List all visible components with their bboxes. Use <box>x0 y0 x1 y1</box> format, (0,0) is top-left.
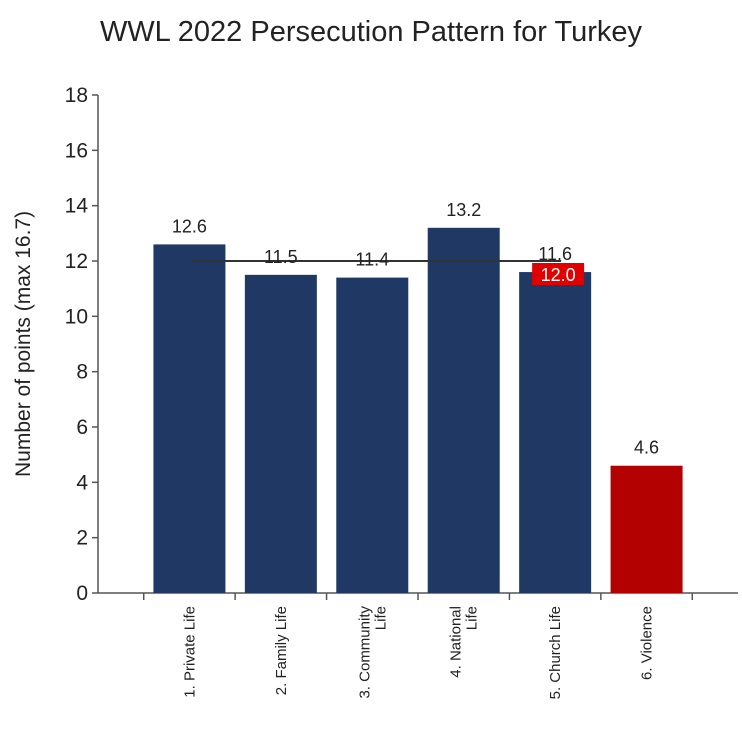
value-label: 11.4 <box>355 250 389 270</box>
value-label: 13.2 <box>446 200 481 220</box>
y-tick-label: 6 <box>76 416 88 439</box>
x-tick-label: 2. Family Life <box>273 606 290 695</box>
value-label: 11.6 <box>538 244 572 264</box>
bar <box>519 272 592 593</box>
value-label: 11.5 <box>264 247 298 267</box>
x-tick-label: Life <box>372 606 389 630</box>
average-label: 12.0 <box>541 265 576 285</box>
bar <box>336 277 409 593</box>
value-label: 12.6 <box>172 216 207 236</box>
x-tick-label: Life <box>464 606 481 630</box>
y-tick-label: 18 <box>65 84 88 107</box>
chart-title: WWL 2022 Persecution Pattern for Turkey <box>99 16 643 48</box>
x-tick-label: 5. Church Life <box>547 606 564 699</box>
y-tick-label: 12 <box>65 250 88 273</box>
value-label: 4.6 <box>634 438 659 458</box>
x-tick-label: 6. Violence <box>639 606 656 680</box>
x-tick-label: 3. Community <box>356 606 373 699</box>
y-tick-label: 0 <box>76 582 88 605</box>
y-tick-label: 2 <box>76 527 88 550</box>
x-tick-label: 1. Private Life <box>181 606 198 698</box>
average-label-box <box>532 263 585 285</box>
bar <box>427 227 500 594</box>
y-tick-label: 16 <box>65 139 88 162</box>
x-tick-label: 4. National <box>448 606 465 678</box>
bar <box>153 244 226 593</box>
bar <box>244 274 317 593</box>
y-tick-label: 14 <box>65 195 89 218</box>
bar <box>610 465 683 593</box>
y-tick-label: 4 <box>76 471 88 494</box>
y-tick-label: 10 <box>65 305 88 328</box>
y-tick-label: 8 <box>76 361 88 384</box>
